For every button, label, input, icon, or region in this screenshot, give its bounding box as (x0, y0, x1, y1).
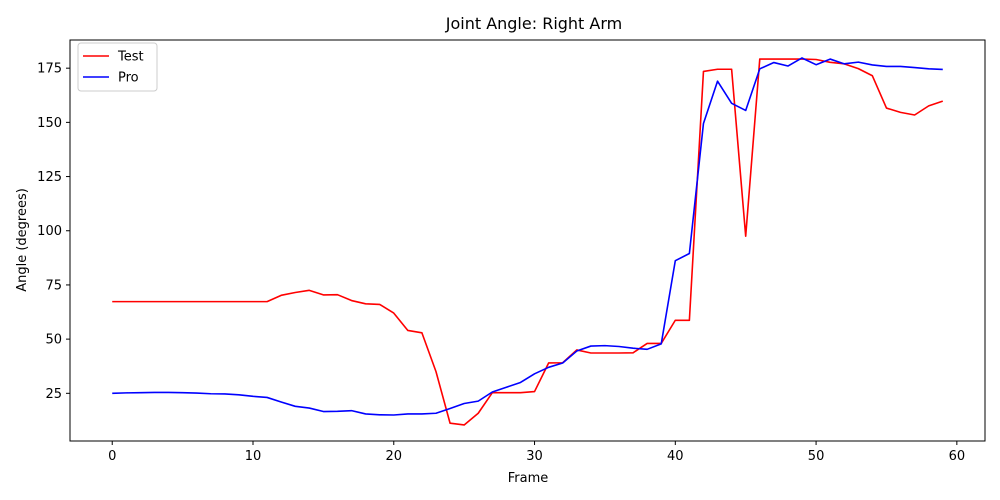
x-tick-label: 20 (385, 449, 402, 464)
chart-title: Joint Angle: Right Arm (445, 14, 623, 33)
x-tick-label: 60 (949, 449, 966, 464)
x-axis-label: Frame (508, 471, 549, 486)
plot-area (69, 39, 986, 442)
y-tick-label: 125 (37, 170, 62, 185)
y-tick-label: 100 (37, 224, 62, 239)
y-tick-label: 50 (45, 333, 62, 348)
y-tick-label: 75 (45, 278, 62, 293)
x-tick-label: 30 (526, 449, 543, 464)
y-axis-label: Angle (degrees) (15, 188, 30, 292)
x-tick-label: 10 (245, 449, 262, 464)
series-line-pro (112, 57, 943, 416)
x-tick-label: 40 (667, 449, 684, 464)
y-tick-label: 25 (45, 387, 62, 402)
legend: Test Pro (77, 42, 158, 92)
x-tick-label: 50 (808, 449, 825, 464)
y-axis: 25 50 75 100 125 150 175 (37, 62, 70, 402)
series-lines (112, 57, 944, 426)
x-tick-label: 0 (108, 449, 116, 464)
y-tick-label: 150 (37, 116, 62, 131)
legend-label-pro: Pro (118, 71, 139, 86)
legend-label-test: Test (117, 50, 144, 65)
series-line-test (112, 58, 944, 426)
y-tick-label: 175 (37, 62, 62, 77)
legend-box (77, 42, 158, 92)
x-axis: 0 10 20 30 40 50 60 (108, 441, 965, 464)
